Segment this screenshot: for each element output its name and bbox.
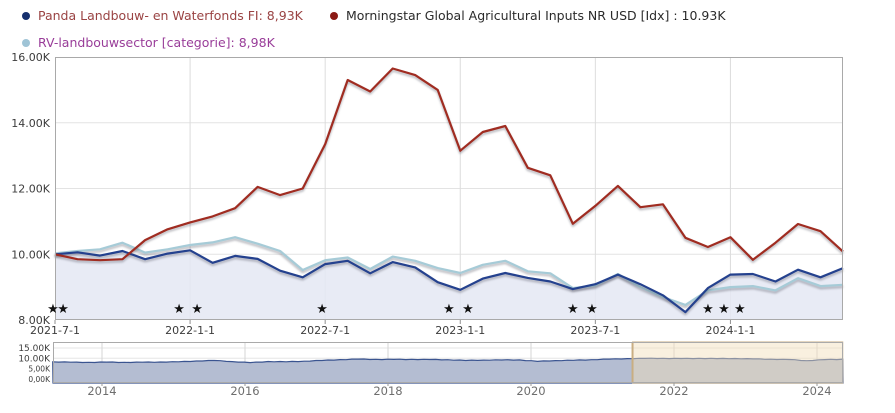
- chart-legend: Panda Landbouw- en Waterfonds FI: 8,93K …: [22, 2, 726, 56]
- legend-row-1: Panda Landbouw- en Waterfonds FI: 8,93K …: [22, 2, 726, 29]
- navigator-line: [52, 357, 844, 384]
- dividend-star-marker[interactable]: ★: [567, 302, 579, 317]
- series-line-category: [54, 236, 844, 306]
- legend-row-2: RV-landbouwsector [categorie]: 8,98K: [22, 29, 726, 56]
- nav-year-label: 2018: [373, 384, 402, 398]
- dividend-star-marker[interactable]: ★: [173, 302, 185, 317]
- main-y-tick-label: 16.00K: [11, 51, 50, 64]
- navigator-selected-range[interactable]: [632, 341, 844, 384]
- main-y-tick-label: 8.00K: [18, 314, 50, 327]
- main-x-tick-label: 2023-7-1: [570, 324, 620, 337]
- nav-y-tick-label: 5,00K: [28, 365, 51, 374]
- main-y-tick-label: 14.00K: [11, 117, 50, 130]
- main-x-tick-label: 2021-7-1: [30, 324, 80, 337]
- main-x-tick-label: 2023-1-1: [435, 324, 485, 337]
- nav-year-label: 2022: [659, 384, 688, 398]
- legend-label-category: RV-landbouwsector [categorie]: 8,98K: [38, 35, 275, 50]
- main-chart[interactable]: ★★ ★ ★ ★ ★ ★ ★ ★ ★ ★ ★16.00K14.00K12.00K10.00K8.00…: [11, 51, 844, 337]
- legend-item-morningstar-index[interactable]: Morningstar Global Agricultural Inputs N…: [330, 8, 726, 23]
- dividend-star-marker[interactable]: ★: [57, 302, 69, 317]
- legend-label-panda-fund: Panda Landbouw- en Waterfonds FI: 8,93K: [38, 8, 303, 23]
- nav-year-label: 2024: [802, 384, 831, 398]
- main-plot-border: [55, 57, 843, 320]
- legend-item-category[interactable]: RV-landbouwsector [categorie]: 8,98K: [22, 35, 275, 50]
- main-y-tick-label: 10.00K: [11, 248, 50, 261]
- nav-year-label: 2016: [230, 384, 259, 398]
- navigator-area-fill: [52, 358, 843, 383]
- main-x-tick-label: 2022-7-1: [300, 324, 350, 337]
- index-series-bullet-icon: [330, 11, 338, 20]
- panda-fund-area-fill: [55, 250, 843, 320]
- nav-y-tick-label: 10.00K: [18, 354, 51, 364]
- dividend-star-marker[interactable]: ★: [586, 302, 598, 317]
- panda-series-bullet-icon: [22, 11, 30, 20]
- legend-label-morningstar-index: Morningstar Global Agricultural Inputs N…: [346, 8, 726, 23]
- dividend-star-marker[interactable]: ★: [47, 302, 59, 317]
- nav-year-label: 2020: [516, 384, 545, 398]
- main-x-tick-label: 2024-1-1: [705, 324, 755, 337]
- dividend-star-marker[interactable]: ★: [702, 302, 714, 317]
- dividend-star-marker[interactable]: ★: [462, 302, 474, 317]
- dividend-star-marker[interactable]: ★: [443, 302, 455, 317]
- series-line-panda-fund: [54, 249, 844, 314]
- main-x-tick-label: 2022-1-1: [165, 324, 215, 337]
- nav-y-tick-label: 0,00K: [28, 375, 51, 384]
- legend-item-panda-fund[interactable]: Panda Landbouw- en Waterfonds FI: 8,93K: [22, 8, 330, 23]
- dividend-star-marker[interactable]: ★: [734, 302, 746, 317]
- dividend-star-marker[interactable]: ★: [316, 302, 328, 317]
- dividend-star-marker[interactable]: ★: [718, 302, 730, 317]
- nav-year-label: 2014: [87, 384, 116, 398]
- dividend-star-marker[interactable]: ★: [191, 302, 203, 317]
- category-series-bullet-icon: [22, 38, 30, 47]
- main-y-tick-label: 12.00K: [11, 183, 50, 196]
- nav-y-tick-label: 15.00K: [18, 344, 51, 354]
- navigator-border: [53, 342, 843, 383]
- series-line-morningstar-index: [54, 67, 844, 262]
